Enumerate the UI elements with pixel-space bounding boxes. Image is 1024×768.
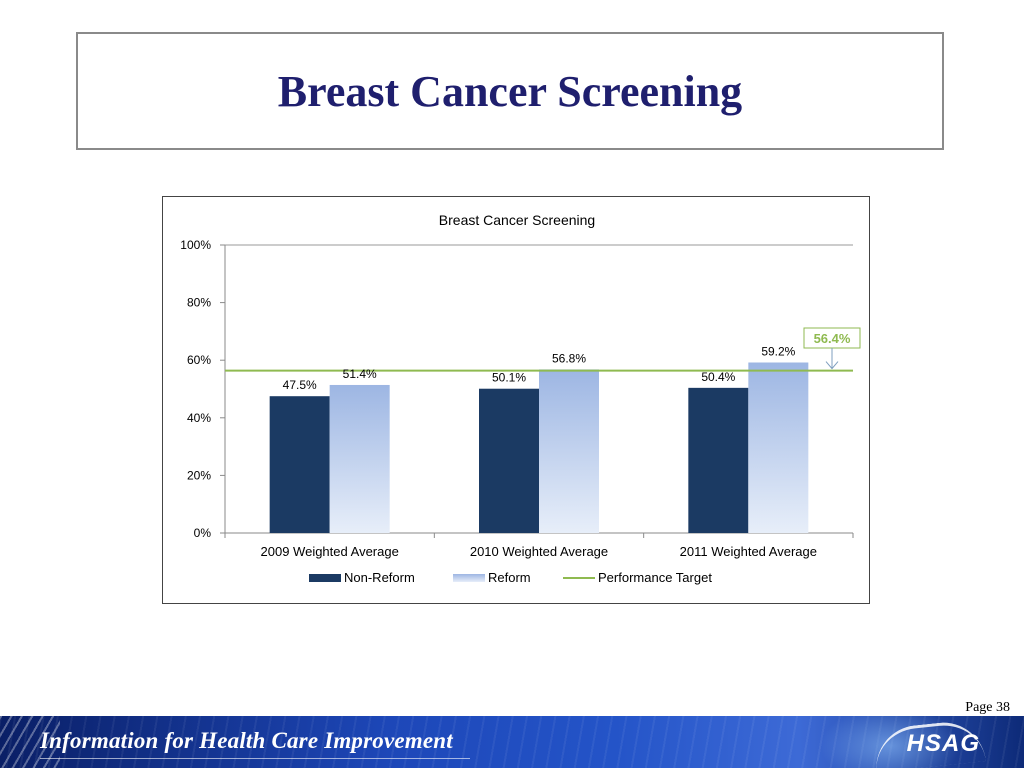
y-tick-label: 20% — [187, 468, 211, 482]
y-tick-label: 60% — [187, 353, 211, 367]
bar-reform — [748, 362, 809, 533]
legend-label-non-reform: Non-Reform — [344, 570, 415, 585]
y-tick-label: 40% — [187, 411, 211, 425]
footer-tagline: Information for Health Care Improvement — [40, 728, 453, 753]
footer-stripe-decoration — [0, 716, 60, 768]
data-label-reform: 59.2% — [761, 345, 795, 359]
bar-reform — [539, 369, 599, 533]
slide-title-box: Breast Cancer Screening — [76, 32, 944, 150]
legend-label-performance-target: Performance Target — [598, 570, 712, 585]
x-category-label: 2009 Weighted Average — [261, 544, 399, 559]
slide-title: Breast Cancer Screening — [277, 66, 743, 116]
page-number: Page 38 — [965, 700, 1010, 715]
target-callout-arrow-head-icon — [825, 361, 839, 370]
footer-tagline-underline — [40, 758, 470, 759]
legend-swatch-reform — [453, 574, 485, 582]
y-tick-label: 80% — [187, 296, 211, 310]
y-tick-label: 100% — [180, 238, 211, 252]
chart-title: Breast Cancer Screening — [439, 212, 595, 228]
hsag-logo: HSAG — [906, 730, 980, 757]
data-label-non-reform: 50.4% — [701, 370, 735, 384]
legend-swatch-non-reform — [309, 574, 341, 582]
footer-glow-decoration — [820, 716, 960, 768]
bar-non-reform — [479, 388, 539, 533]
bar-chart: Breast Cancer Screening 0% 20% 40% 60% 80% 10… — [180, 212, 861, 585]
data-label-non-reform: 47.5% — [283, 378, 317, 392]
target-callout-label: 56.4% — [814, 331, 851, 346]
x-category-label: 2010 Weighted Average — [470, 544, 608, 559]
bar-non-reform — [269, 396, 330, 533]
data-label-reform: 56.8% — [552, 351, 586, 365]
bar-non-reform — [688, 387, 749, 533]
x-category-label: 2011 Weighted Average — [680, 544, 817, 559]
y-tick-label: 0% — [194, 526, 212, 540]
bar-reform — [329, 384, 390, 533]
footer-banner: Information for Health Care Improvement … — [0, 716, 1024, 768]
data-label-non-reform: 50.1% — [492, 371, 526, 385]
data-label-reform: 51.4% — [343, 367, 377, 381]
legend-label-reform: Reform — [488, 570, 531, 585]
chart-frame: Breast Cancer Screening 0% 20% 40% 60% 80% 10… — [162, 196, 870, 604]
